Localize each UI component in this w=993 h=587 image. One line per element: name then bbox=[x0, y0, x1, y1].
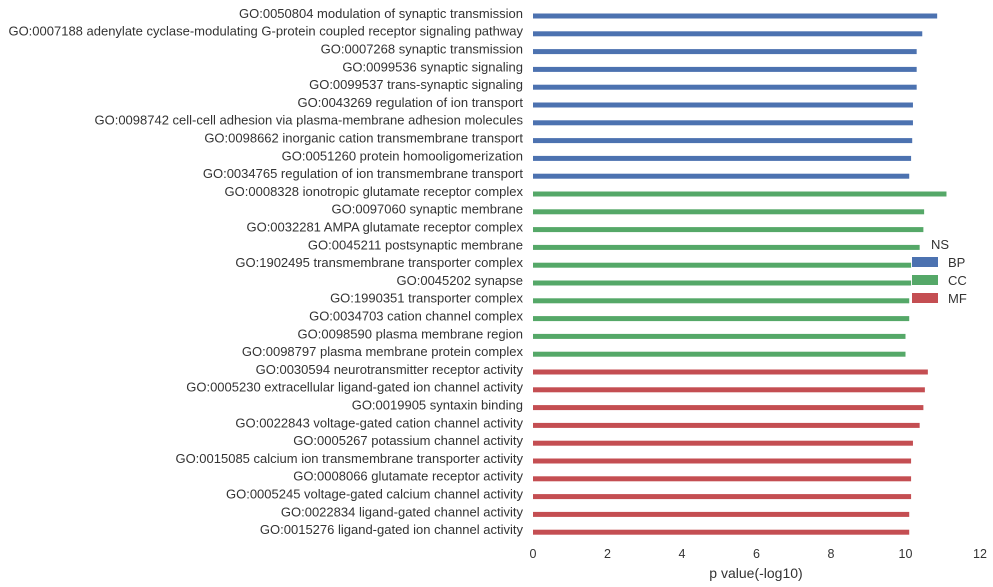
bar bbox=[533, 529, 910, 535]
category-label: GO:0098662 inorganic cation transmembran… bbox=[204, 131, 523, 146]
category-label: GO:0022843 voltage-gated cation channel … bbox=[235, 415, 523, 430]
bar bbox=[533, 280, 912, 286]
bar bbox=[533, 84, 917, 90]
bar bbox=[533, 440, 913, 446]
category-label: GO:0005267 potassium channel activity bbox=[293, 433, 523, 448]
x-tick-label: 4 bbox=[679, 547, 686, 561]
category-label: GO:0099536 synaptic signaling bbox=[342, 59, 523, 74]
category-label: GO:0034765 regulation of ion transmembra… bbox=[203, 166, 524, 181]
legend-swatch bbox=[912, 293, 938, 303]
category-label: GO:0098590 plasma membrane region bbox=[298, 326, 523, 341]
category-label: GO:0051260 protein homooligomerization bbox=[282, 148, 523, 163]
legend-label: BP bbox=[948, 255, 965, 270]
bar bbox=[533, 369, 928, 375]
category-label: GO:0008328 ionotropic glutamate receptor… bbox=[225, 184, 524, 199]
bar bbox=[533, 422, 920, 428]
category-label: GO:1990351 transporter complex bbox=[330, 291, 523, 306]
bar bbox=[533, 191, 947, 197]
category-label: GO:0005245 voltage-gated calcium channel… bbox=[226, 487, 524, 502]
legend-label: CC bbox=[948, 273, 967, 288]
category-label: GO:0019905 syntaxin binding bbox=[352, 398, 523, 413]
category-label: GO:0034703 cation channel complex bbox=[309, 309, 523, 324]
category-label: GO:0098797 plasma membrane protein compl… bbox=[242, 344, 524, 359]
bar bbox=[533, 227, 924, 233]
bar bbox=[533, 333, 906, 339]
category-label: GO:0005230 extracellular ligand-gated io… bbox=[186, 380, 523, 395]
legend-swatch bbox=[912, 257, 938, 267]
bar bbox=[533, 155, 912, 161]
x-axis-ticks: 0 2 4 6 8 10 12 bbox=[530, 547, 987, 561]
x-tick-label: 2 bbox=[604, 547, 611, 561]
category-label: GO:0007268 synaptic transmission bbox=[321, 42, 523, 57]
bar bbox=[533, 351, 906, 357]
x-axis-label: p value(-log10) bbox=[709, 565, 802, 581]
category-label: GO:0007188 adenylate cyclase-modulating … bbox=[8, 24, 523, 39]
bar bbox=[533, 316, 910, 322]
legend: NS BP CC MF bbox=[912, 237, 967, 306]
x-tick-label: 8 bbox=[828, 547, 835, 561]
category-label: GO:0015276 ligand-gated ion channel acti… bbox=[260, 522, 524, 537]
category-label: GO:0045211 postsynaptic membrane bbox=[308, 237, 523, 252]
legend-label: MF bbox=[948, 291, 967, 306]
category-label: GO:0099537 trans-synaptic signaling bbox=[309, 77, 523, 92]
bar bbox=[533, 49, 917, 55]
bar bbox=[533, 209, 925, 215]
bar bbox=[533, 138, 913, 144]
category-label: GO:0022834 ligand-gated channel activity bbox=[281, 504, 524, 519]
legend-title: NS bbox=[931, 237, 949, 252]
bar bbox=[533, 476, 912, 482]
category-labels: GO:0050804 modulation of synaptic transm… bbox=[8, 6, 523, 537]
category-label: GO:1902495 transmembrane transporter com… bbox=[235, 255, 523, 270]
bar bbox=[533, 173, 910, 179]
category-label: GO:0032281 AMPA glutamate receptor compl… bbox=[246, 220, 523, 235]
bar bbox=[533, 494, 912, 500]
x-tick-label: 10 bbox=[899, 547, 913, 561]
category-label: GO:0045202 synapse bbox=[397, 273, 523, 288]
bar bbox=[533, 244, 920, 250]
x-tick-label: 12 bbox=[973, 547, 987, 561]
bars-layer bbox=[533, 13, 947, 535]
bar bbox=[533, 66, 917, 72]
category-label: GO:0015085 calcium ion transmembrane tra… bbox=[175, 451, 523, 466]
x-tick-label: 0 bbox=[530, 547, 537, 561]
category-label: GO:0043269 regulation of ion transport bbox=[298, 95, 524, 110]
legend-swatch bbox=[912, 275, 938, 285]
x-tick-label: 6 bbox=[753, 547, 760, 561]
bar bbox=[533, 262, 912, 268]
bar bbox=[533, 511, 910, 517]
category-label: GO:0030594 neurotransmitter receptor act… bbox=[256, 362, 524, 377]
bar bbox=[533, 405, 924, 411]
bar bbox=[533, 387, 925, 393]
category-label: GO:0098742 cell-cell adhesion via plasma… bbox=[94, 113, 523, 128]
bar bbox=[533, 120, 913, 126]
category-label: GO:0097060 synaptic membrane bbox=[332, 202, 524, 217]
bar bbox=[533, 298, 910, 304]
bar bbox=[533, 13, 938, 19]
bar bbox=[533, 458, 912, 464]
category-label: GO:0050804 modulation of synaptic transm… bbox=[239, 6, 523, 21]
bar bbox=[533, 31, 923, 37]
bar bbox=[533, 102, 913, 108]
category-label: GO:0008066 glutamate receptor activity bbox=[293, 469, 523, 484]
